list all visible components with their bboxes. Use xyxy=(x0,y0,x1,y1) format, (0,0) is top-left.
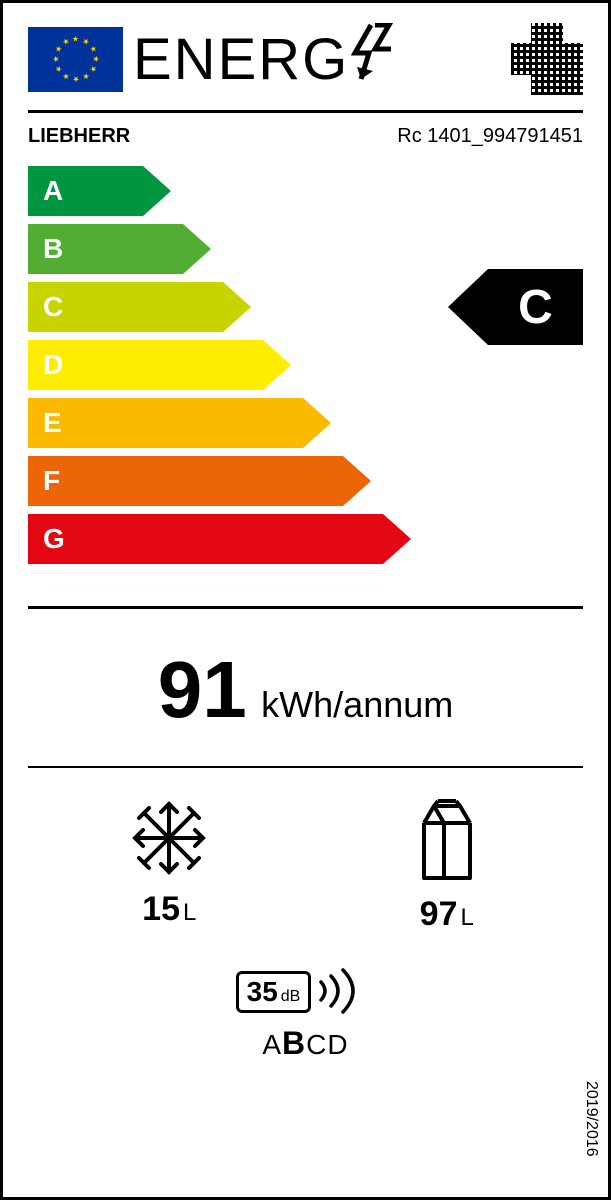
scale-row-b: B xyxy=(28,224,211,274)
sound-waves-icon xyxy=(315,964,375,1019)
consumption-unit: kWh/annum xyxy=(261,684,453,726)
noise-class-letter: C xyxy=(306,1029,327,1060)
energy-title: ENERG xyxy=(133,23,501,95)
scale-arrow-body: C xyxy=(28,282,223,332)
milk-carton-icon xyxy=(412,798,482,883)
scale-arrow-body: F xyxy=(28,456,343,506)
header: ★ ★ ★ ★ ★ ★ ★ ★ ★ ★ ★ ★ ENERG xyxy=(3,3,608,110)
brand-row: LIEBHERR Rc 1401_994791451 xyxy=(3,113,608,166)
rating-letter: C xyxy=(488,269,583,345)
scale-arrow-body: A xyxy=(28,166,143,216)
rating-pointer: C xyxy=(448,269,583,345)
fridge-value: 97 xyxy=(420,895,458,933)
scale-row-d: D xyxy=(28,340,291,390)
noise-class-selected: B xyxy=(282,1025,306,1061)
volumes-row: 15L 97L xyxy=(3,768,608,944)
scale-arrow-body: B xyxy=(28,224,183,274)
scale-arrow-point xyxy=(303,398,331,448)
freezer-value: 15 xyxy=(142,890,180,928)
scale-arrow-point xyxy=(143,166,171,216)
rating-pointer-arrow xyxy=(448,269,488,345)
noise-section: 35 dB ABCD xyxy=(3,944,608,1072)
freezer-volume: 15L xyxy=(129,798,209,934)
annual-consumption: 91 kWh/annum xyxy=(3,609,608,766)
scale-arrow-body: D xyxy=(28,340,263,390)
fridge-volume: 97L xyxy=(412,798,482,934)
scale-row-a: A xyxy=(28,166,171,216)
energy-title-text: ENERG xyxy=(133,26,349,93)
eu-flag-icon: ★ ★ ★ ★ ★ ★ ★ ★ ★ ★ ★ ★ xyxy=(28,27,123,92)
brand-name: LIEBHERR xyxy=(28,125,130,148)
noise-value: 35 xyxy=(247,976,278,1008)
scale-arrow-body: E xyxy=(28,398,303,448)
scale-row-c: C xyxy=(28,282,251,332)
scale-arrow-body: G xyxy=(28,514,383,564)
fridge-unit: L xyxy=(460,904,473,931)
noise-class-letter: D xyxy=(327,1029,348,1060)
scale-arrow-point xyxy=(223,282,251,332)
scale-row-g: G xyxy=(28,514,411,564)
noise-class-scale: ABCD xyxy=(28,1025,583,1062)
snowflake-icon xyxy=(129,798,209,878)
scale-arrow-point xyxy=(343,456,371,506)
scale-row-e: E xyxy=(28,398,331,448)
qr-code-icon xyxy=(511,23,583,95)
scale-arrow-point xyxy=(183,224,211,274)
scale-row-f: F xyxy=(28,456,371,506)
efficiency-scale: ABCDEFGC xyxy=(3,166,608,606)
scale-arrow-point xyxy=(263,340,291,390)
noise-unit: dB xyxy=(281,988,301,1006)
noise-value-box: 35 dB xyxy=(236,971,312,1013)
model-number: Rc 1401_994791451 xyxy=(397,125,583,148)
consumption-value: 91 xyxy=(158,644,247,736)
freezer-unit: L xyxy=(183,899,196,926)
noise-class-letter: A xyxy=(262,1029,282,1060)
scale-arrow-point xyxy=(383,514,411,564)
regulation-number: 2019/2016 xyxy=(582,1081,600,1157)
lightning-icon xyxy=(351,23,393,95)
